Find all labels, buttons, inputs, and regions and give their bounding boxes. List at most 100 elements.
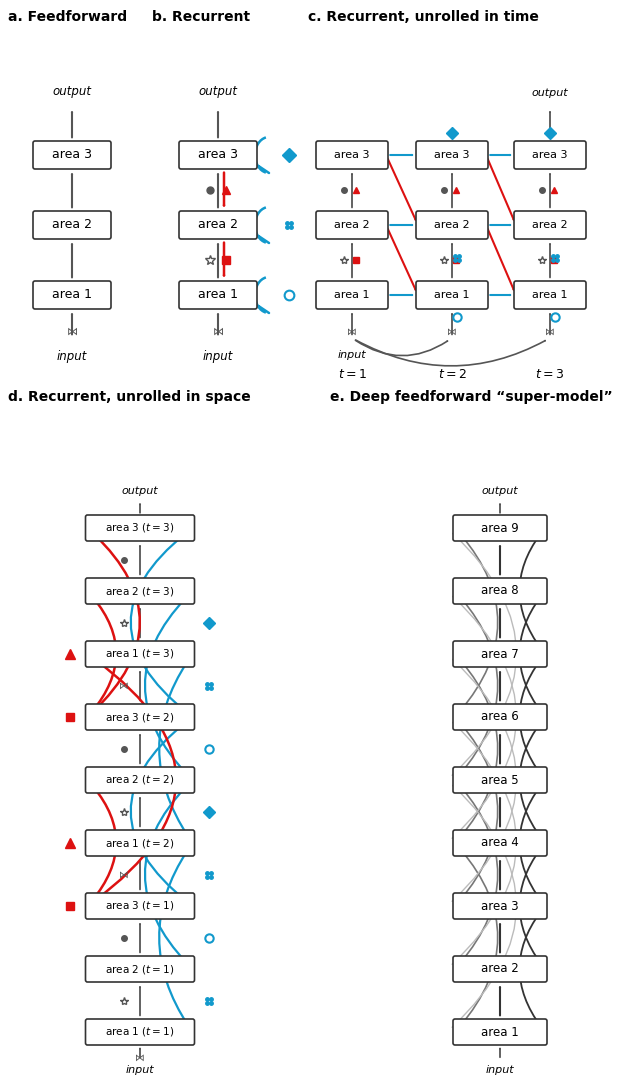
Text: ⋈: ⋈	[212, 327, 224, 337]
FancyArrowPatch shape	[452, 596, 517, 839]
Text: $t = 3$: $t = 3$	[535, 368, 565, 381]
FancyArrowPatch shape	[259, 236, 269, 243]
Text: area 3: area 3	[198, 148, 238, 161]
FancyArrowPatch shape	[145, 597, 188, 775]
Text: output: output	[482, 486, 519, 496]
FancyArrowPatch shape	[452, 533, 517, 776]
Text: area 2: area 2	[532, 220, 568, 230]
Text: ⋈: ⋈	[447, 327, 457, 337]
FancyArrowPatch shape	[460, 723, 498, 901]
Text: input: input	[57, 349, 87, 362]
FancyArrowPatch shape	[92, 597, 116, 712]
Text: ⋈: ⋈	[119, 681, 129, 690]
Text: area 6: area 6	[481, 711, 519, 724]
FancyArrowPatch shape	[131, 533, 187, 713]
Text: area 3: area 3	[481, 899, 519, 912]
Text: area 7: area 7	[481, 647, 519, 660]
Text: area 1: area 1	[52, 289, 92, 302]
Text: area 3 ($t = 2$): area 3 ($t = 2$)	[105, 711, 174, 724]
FancyBboxPatch shape	[179, 141, 257, 169]
Text: area 1 ($t = 2$): area 1 ($t = 2$)	[105, 836, 174, 849]
Text: area 1: area 1	[434, 290, 470, 300]
FancyArrowPatch shape	[93, 659, 176, 902]
FancyBboxPatch shape	[453, 515, 547, 541]
FancyArrowPatch shape	[460, 787, 498, 964]
FancyBboxPatch shape	[514, 141, 586, 169]
Text: ⋈: ⋈	[67, 327, 77, 337]
Text: area 2 ($t = 3$): area 2 ($t = 3$)	[105, 584, 174, 597]
Text: b. Recurrent: b. Recurrent	[152, 10, 250, 24]
FancyArrowPatch shape	[452, 660, 517, 901]
FancyBboxPatch shape	[514, 211, 586, 239]
FancyArrowPatch shape	[131, 723, 187, 901]
Text: input: input	[338, 349, 366, 360]
FancyArrowPatch shape	[520, 661, 541, 775]
Text: $t = 1$: $t = 1$	[337, 368, 366, 381]
FancyBboxPatch shape	[86, 956, 195, 982]
FancyArrowPatch shape	[488, 228, 514, 290]
Text: area 3: area 3	[533, 150, 568, 160]
Text: area 5: area 5	[481, 774, 519, 787]
Text: output: output	[198, 85, 238, 98]
Text: ⋈: ⋈	[545, 327, 555, 337]
FancyArrowPatch shape	[520, 597, 541, 712]
FancyBboxPatch shape	[33, 281, 111, 309]
FancyBboxPatch shape	[316, 281, 388, 309]
Text: output: output	[532, 88, 568, 98]
Text: ⋈: ⋈	[135, 1053, 145, 1063]
FancyBboxPatch shape	[453, 893, 547, 919]
FancyBboxPatch shape	[453, 704, 547, 730]
FancyBboxPatch shape	[86, 767, 195, 793]
Text: area 2: area 2	[481, 963, 519, 976]
Text: area 1: area 1	[533, 290, 568, 300]
FancyBboxPatch shape	[86, 578, 195, 604]
FancyArrowPatch shape	[452, 786, 517, 1027]
FancyBboxPatch shape	[453, 578, 547, 604]
Text: d. Recurrent, unrolled in space: d. Recurrent, unrolled in space	[8, 390, 251, 404]
Text: area 1 ($t = 1$): area 1 ($t = 1$)	[105, 1026, 174, 1039]
FancyBboxPatch shape	[416, 281, 488, 309]
Text: input: input	[126, 1065, 154, 1076]
Text: output: output	[53, 85, 91, 98]
FancyBboxPatch shape	[179, 211, 257, 239]
FancyArrowPatch shape	[92, 787, 116, 900]
Text: area 2: area 2	[198, 219, 238, 232]
FancyBboxPatch shape	[453, 767, 547, 793]
FancyArrowPatch shape	[460, 597, 498, 775]
FancyBboxPatch shape	[514, 281, 586, 309]
Text: c. Recurrent, unrolled in time: c. Recurrent, unrolled in time	[308, 10, 539, 24]
FancyArrowPatch shape	[356, 340, 545, 366]
Text: area 9: area 9	[481, 522, 519, 535]
Text: area 4: area 4	[481, 836, 519, 849]
Text: area 2: area 2	[434, 220, 470, 230]
Text: area 2 ($t = 2$): area 2 ($t = 2$)	[105, 774, 174, 787]
FancyArrowPatch shape	[452, 723, 517, 964]
Text: area 3 ($t = 1$): area 3 ($t = 1$)	[105, 899, 174, 912]
Text: ⋈: ⋈	[119, 870, 129, 880]
FancyBboxPatch shape	[86, 893, 195, 919]
FancyBboxPatch shape	[179, 281, 257, 309]
FancyBboxPatch shape	[86, 704, 195, 730]
Text: area 3: area 3	[334, 150, 370, 160]
Text: area 1 ($t = 3$): area 1 ($t = 3$)	[105, 647, 174, 660]
Text: a. Feedforward: a. Feedforward	[8, 10, 127, 24]
Text: area 1: area 1	[481, 1026, 519, 1039]
FancyArrowPatch shape	[520, 787, 541, 900]
Text: input: input	[203, 349, 233, 362]
FancyArrowPatch shape	[145, 787, 188, 964]
Text: e. Deep feedforward “super-model”: e. Deep feedforward “super-model”	[330, 390, 612, 404]
FancyArrowPatch shape	[388, 159, 416, 220]
Text: area 8: area 8	[481, 584, 519, 597]
Text: area 2: area 2	[334, 220, 370, 230]
FancyBboxPatch shape	[86, 515, 195, 541]
FancyArrowPatch shape	[460, 535, 498, 712]
FancyBboxPatch shape	[453, 830, 547, 856]
Text: input: input	[486, 1065, 514, 1076]
FancyBboxPatch shape	[453, 641, 547, 667]
FancyArrowPatch shape	[159, 661, 188, 837]
FancyArrowPatch shape	[356, 341, 448, 356]
Text: area 3 ($t = 3$): area 3 ($t = 3$)	[105, 522, 174, 535]
FancyBboxPatch shape	[86, 830, 195, 856]
FancyBboxPatch shape	[86, 1019, 195, 1045]
Text: $t = 2$: $t = 2$	[437, 368, 467, 381]
